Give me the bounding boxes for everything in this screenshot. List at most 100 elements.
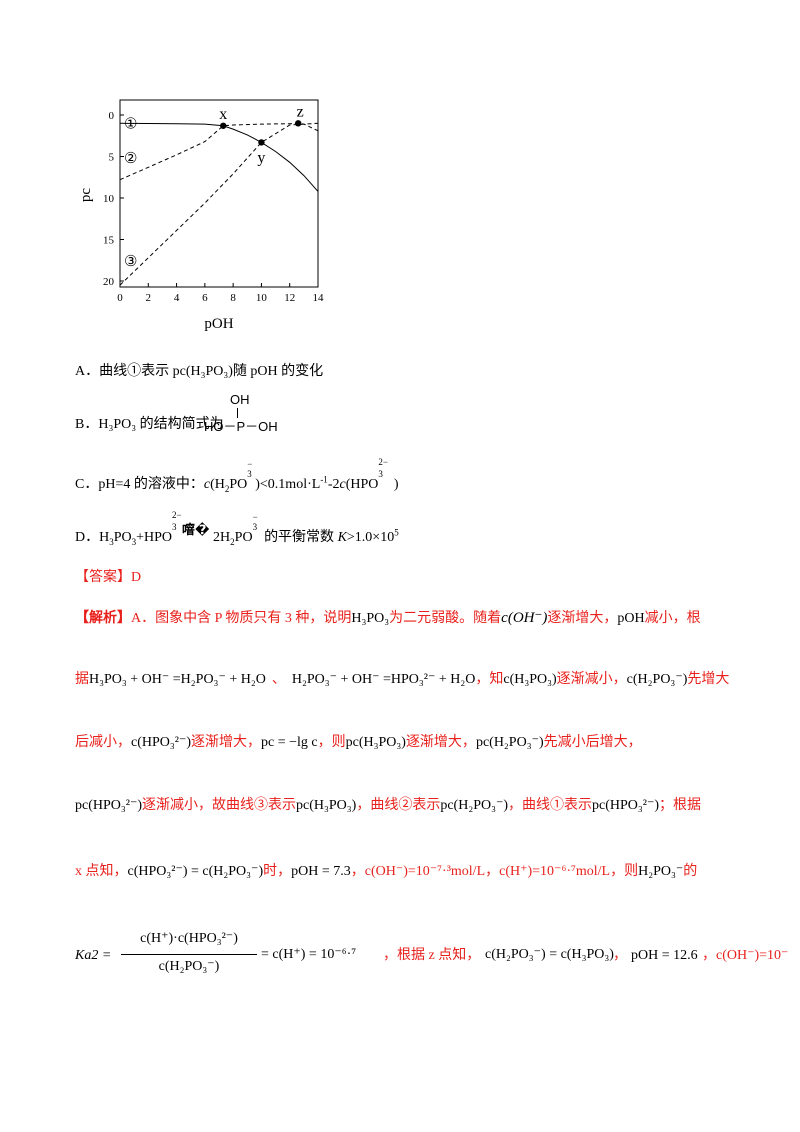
l4d: ，曲线②表示 [356,798,441,813]
option-a: A．曲线①表示 pc(H₃PO₃)随 pOH 的变化 [75,364,324,379]
l2e: ，知 [475,672,504,687]
y-tick-label: 0 [109,110,115,122]
x-tick-label: 2 [146,292,152,304]
l3d: pc = −lg c [261,735,318,750]
y-tick-label: 20 [103,276,115,288]
curve-1 [119,122,319,192]
l3a: 后减小， [75,735,131,750]
point-label-x: x [219,106,227,123]
l5a: x 点知， [75,864,128,879]
l2c: 、 [271,672,286,687]
option-d-sub2: 3 [131,536,137,547]
point-label-y: y [257,149,265,166]
point-x [220,122,227,129]
l6b: ，根据 z 点知， [383,948,481,963]
option-c-c: c [203,477,211,492]
option-c-sup3: -1 [320,474,328,485]
option-b: B．H₃PO₃ 的结构简式为 [75,415,224,435]
ka2-rhs: = c(H⁺) = 10⁻⁶·⁷ [261,947,357,962]
l6d: ， [613,948,627,963]
l4h: ；根据 [659,798,702,813]
option-d-k: K [337,530,347,545]
curve-label-2: ② [124,151,137,167]
point-label-z: z [297,103,304,120]
l3b: c(HPO₃²⁻) [131,735,192,750]
l4c: pc(H₃PO₃) [296,798,357,813]
l2a: 据 [75,672,89,687]
l1e: 逐渐增大， [547,611,618,626]
l1f: pOH [617,611,645,626]
x-tick-label: 12 [284,292,295,304]
l5c: 时， [263,864,292,879]
l4e: pc(H₂PO₃⁻) [440,798,509,813]
l5e: ，c(OH⁻)=10⁻⁷·³mol/L，c(H⁺)=10⁻⁶·⁷mol/L，则 [350,864,639,879]
option-d-sub4: 2 [230,536,235,547]
l1d: c(OH⁻) [501,610,548,626]
ka2-lhs: Ka2 = [75,948,112,963]
l4f: ，曲线①表示 [508,798,593,813]
l5f: H₂PO₃⁻ [638,864,684,879]
curve-3 [119,122,319,286]
structure-formula: OH HO－P－OH [204,392,312,437]
l2h: c(H₂PO₃⁻) [626,672,688,687]
option-c-s3: )<0.1mol·L [255,477,321,492]
option-c-s1: (H [210,477,225,492]
fraction-bar [121,954,257,955]
analysis-line-1: 【解析】A．图象中含 P 物质只有 3 种，说明H₃PO₃为二元弱酸。随着c(O… [75,608,701,629]
l4a: pc(HPO₃²⁻) [75,798,143,813]
x-tick-label: 14 [313,292,325,304]
pc-poh-chart: 0 2 4 6 8 10 12 14 0 5 10 15 20 ① ② ③ x y z pc pOH [80,99,325,332]
option-d-s2: +HPO [136,530,173,545]
option-d-sub1: 3 [109,536,114,547]
option-d-equilibrium-arrow: 噾� [182,523,210,538]
curve-label-3: ③ [124,254,137,270]
l6f: ，c(OH⁻)=10⁻ [702,948,789,963]
option-c: C．pH=4 的溶液中：c(H2PO −3)<0.1mol·L-1-2c(HPO 2… [75,457,399,494]
option-d-sup7: 5 [394,527,399,538]
curve-label-1: ① [124,116,137,132]
l3h: pc(H₂PO₃⁻) [475,735,544,750]
l1a: A．图象中含 P 物质只有 3 种，说明 [131,611,352,626]
l2d: H₂PO₃⁻ + OH⁻ =HPO₃²⁻ + H₂O [291,672,476,687]
l6e: pOH = 12.6 [631,948,698,963]
ka2-denominator: c(H₂PO₃⁻) [158,959,220,974]
option-d-s6: 的平衡常数 [260,530,338,545]
ka2-numerator: c(H⁺)·c(HPO₃²⁻) [140,931,238,946]
l5d: pOH = 7.3 [291,864,351,879]
option-c-s2: PO [229,477,248,492]
l3i: 先减小后增大， [543,735,642,750]
analysis-line-3: 后减小，c(HPO₃²⁻)逐渐增大，pc = −lg c，则pc(H₃PO₃)逐… [75,733,642,753]
l3f: pc(H₃PO₃) [345,735,406,750]
structure-main: HO－P－OH [204,419,278,434]
y-tick-label: 5 [109,152,115,164]
plot-frame [119,99,319,288]
l1b: H₃PO₃ [351,611,390,626]
structure-oh-top: OH [230,392,250,407]
option-c-s5: (HPO [345,477,379,492]
y-tick-label: 10 [103,193,115,205]
l2i: 先增大 [687,672,730,687]
point-y [258,139,265,146]
option-d-s5: PO [234,530,253,545]
x-tick-label: 10 [256,292,268,304]
option-c-s4: -2 [327,477,340,492]
option-d-s4: 2H [209,530,231,545]
point-z [295,120,302,127]
x-tick-label: 8 [230,292,236,304]
l5b: c(HPO₃²⁻) = c(H₂PO₃⁻) [127,864,264,879]
option-c-sub1: 2 [224,483,230,494]
l4g: pc(HPO₃²⁻) [592,798,660,813]
l3e: ，则 [317,735,346,750]
analysis-line-4: pc(HPO₃²⁻)逐渐减小，故曲线③表示pc(H₃PO₃)，曲线②表示pc(H… [75,796,701,816]
analysis-line-5: x 点知，c(HPO₃²⁻) = c(H₂PO₃⁻)时，pOH = 7.3，c(… [75,862,697,882]
answer: 【答案】D [75,570,142,585]
option-d-prefix: D．H [75,530,110,545]
l2f: c(H₃PO₃) [503,672,557,687]
analysis-tag: 【解析】 [75,611,131,626]
l6c: c(H₂PO₃⁻) = c(H₃PO₃) [485,947,614,962]
l2g: 逐渐减小， [556,672,627,687]
option-c-s6: ) [390,477,399,492]
analysis-line-2: 据H₃PO₃ + OH⁻ =H₂PO₃⁻ + H₂O 、 H₂PO₃⁻ + OH⁻ … [75,670,729,690]
curve-2 [119,122,319,181]
x-axis-label: pOH [204,316,233,332]
